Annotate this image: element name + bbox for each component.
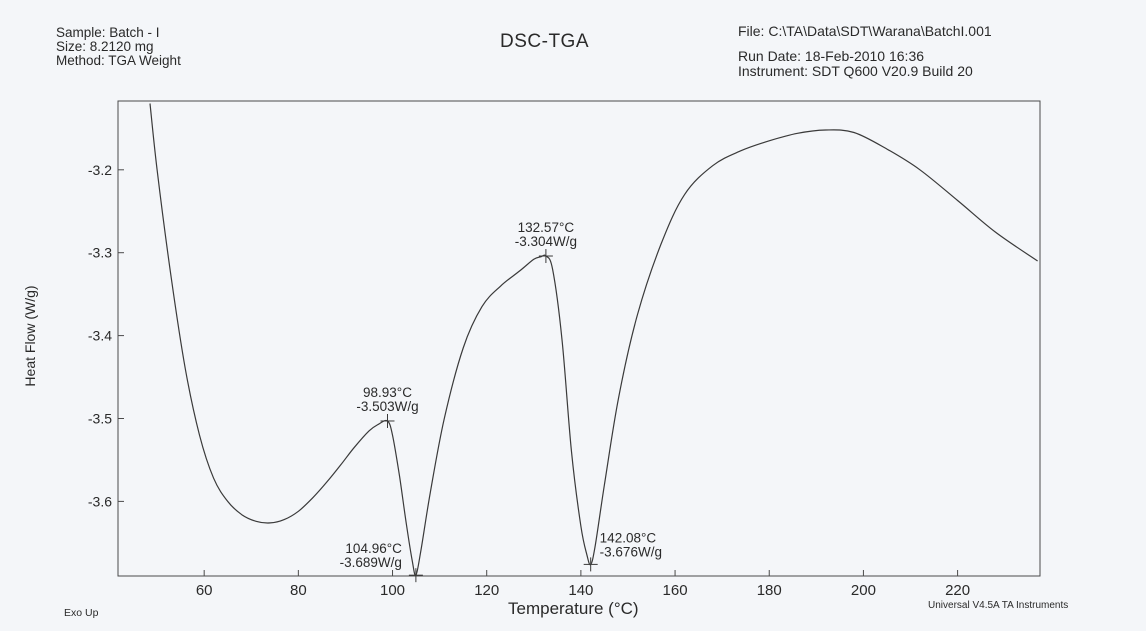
peak-temperature-label: 98.93°C <box>363 385 412 400</box>
method-label: Method: TGA Weight <box>56 53 181 68</box>
peak-temperature-label: 104.96°C <box>345 541 402 556</box>
x-tick-label: 200 <box>851 582 876 599</box>
file-label: File: C:\TA\Data\SDT\Warana\BatchI.001 <box>738 23 992 39</box>
x-tick-label: 160 <box>663 582 688 599</box>
instrument-label: Instrument: SDT Q600 V20.9 Build 20 <box>738 63 973 79</box>
y-tick-label: -3.4 <box>88 328 112 344</box>
plot-frame <box>117 100 1041 577</box>
y-axis-label: Heat Flow (W/g) <box>22 285 38 387</box>
run-info: File: C:\TA\Data\SDT\Warana\BatchI.001 R… <box>738 24 992 79</box>
x-tick-label: 60 <box>196 582 213 599</box>
run-date-label: Run Date: 18-Feb-2010 16:36 <box>738 48 925 64</box>
peak-temperature-label: 132.57°C <box>518 220 575 235</box>
heat-flow-curve <box>149 103 1038 576</box>
x-tick-label: 180 <box>757 582 782 599</box>
x-axis-label: Temperature (°C) <box>508 599 639 618</box>
sample-info: Sample: Batch - I Size: 8.2120 mg Method… <box>56 26 181 68</box>
y-tick-label: -3.5 <box>88 410 112 426</box>
peak-heat-flow-label: -3.689W/g <box>340 555 402 570</box>
x-tick-label: 140 <box>568 582 593 599</box>
peak-heat-flow-label: -3.304W/g <box>515 234 577 249</box>
x-tick-label: 100 <box>380 582 405 599</box>
peak-heat-flow-label: -3.503W/g <box>356 399 418 414</box>
x-tick-label: 220 <box>945 582 970 599</box>
chart-title: DSC-TGA <box>500 31 589 52</box>
x-tick-label: 120 <box>474 582 499 599</box>
exo-up-label: Exo Up <box>64 607 99 619</box>
software-label: Universal V4.5A TA Instruments <box>928 600 1069 611</box>
sample-label: Sample: Batch - I <box>56 25 160 40</box>
peak-temperature-label: 142.08°C <box>600 530 657 545</box>
y-tick-label: -3.2 <box>88 162 112 178</box>
size-label: Size: 8.2120 mg <box>56 39 154 54</box>
x-tick-label: 80 <box>290 582 307 599</box>
y-tick-label: -3.3 <box>88 245 112 261</box>
y-tick-label: -3.6 <box>88 493 112 509</box>
peak-heat-flow-label: -3.676W/g <box>600 544 662 559</box>
